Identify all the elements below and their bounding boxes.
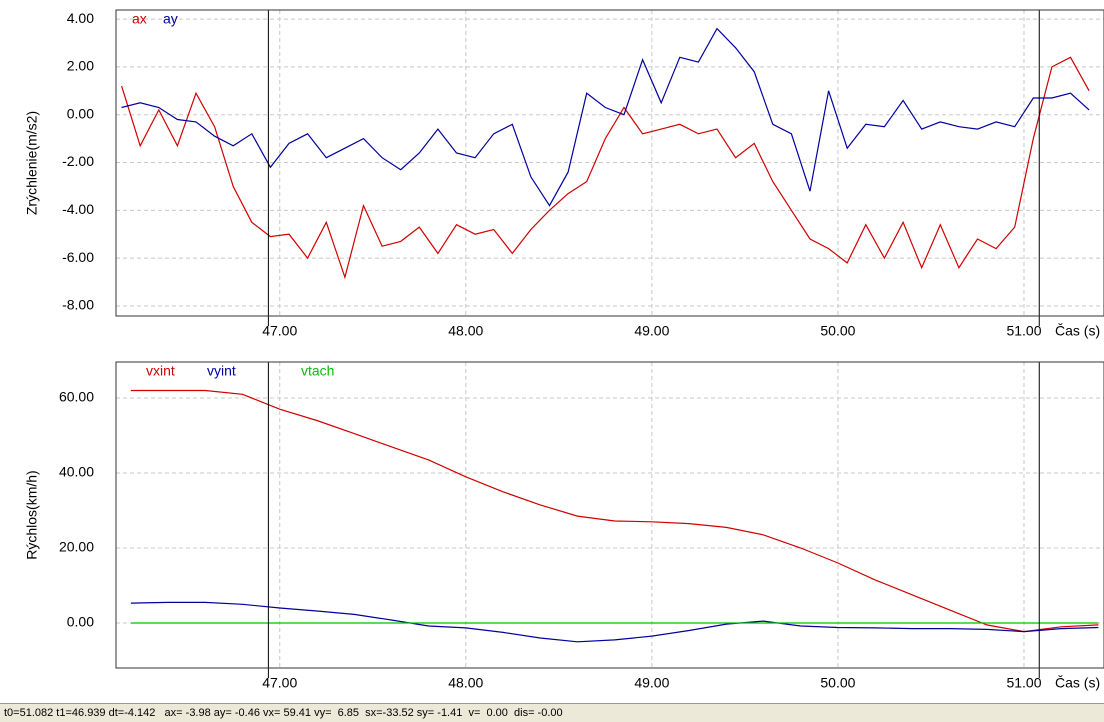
y-tick-label: -8.00 — [62, 297, 94, 313]
x-tick-label: 50.00 — [820, 675, 855, 691]
y-tick-label: 20.00 — [59, 539, 94, 555]
status-bar: t0=51.082 t1=46.939 dt=-4.142 ax= -3.98 … — [0, 703, 1104, 722]
legend-entry: ax — [132, 11, 147, 27]
y-axis-label: Rýchlos(km/h) — [24, 470, 40, 559]
legend-entry: vxint — [146, 363, 175, 379]
legend-entry: vtach — [301, 363, 334, 379]
plot-frame — [115, 9, 1104, 317]
y-tick-label: -6.00 — [62, 249, 94, 265]
plot-frame — [115, 361, 1104, 669]
y-tick-label: 0.00 — [67, 105, 94, 121]
y-tick-label: 40.00 — [59, 464, 94, 480]
x-tick-label: 49.00 — [634, 323, 669, 339]
series-line — [121, 27, 1090, 207]
legend-entry: ay — [163, 11, 178, 27]
x-tick-label: 47.00 — [262, 675, 297, 691]
series-line — [121, 56, 1090, 280]
legend-entry: vyint — [207, 363, 236, 379]
x-axis-label: Čas (s) — [1055, 675, 1100, 691]
series-line — [130, 389, 1099, 633]
x-tick-label: 51.00 — [1006, 675, 1041, 691]
x-tick-label: 48.00 — [448, 323, 483, 339]
y-tick-label: 0.00 — [67, 614, 94, 630]
x-tick-label: 47.00 — [262, 323, 297, 339]
x-tick-label: 48.00 — [448, 675, 483, 691]
x-axis-label: Čas (s) — [1055, 323, 1100, 339]
y-axis-label: Zrýchlenie(m/s2) — [24, 111, 40, 215]
y-tick-label: 4.00 — [67, 10, 94, 26]
y-tick-label: -2.00 — [62, 153, 94, 169]
y-tick-label: -4.00 — [62, 201, 94, 217]
x-tick-label: 50.00 — [820, 323, 855, 339]
x-tick-label: 49.00 — [634, 675, 669, 691]
y-tick-label: 60.00 — [59, 389, 94, 405]
charts: 4.00 2.00 0.00 -2.00 -4.00 -6.00 -8.00 47.00 48.… — [24, 9, 1104, 691]
x-tick-label: 51.00 — [1006, 323, 1041, 339]
y-tick-label: 2.00 — [67, 58, 94, 74]
series-line — [130, 601, 1099, 643]
